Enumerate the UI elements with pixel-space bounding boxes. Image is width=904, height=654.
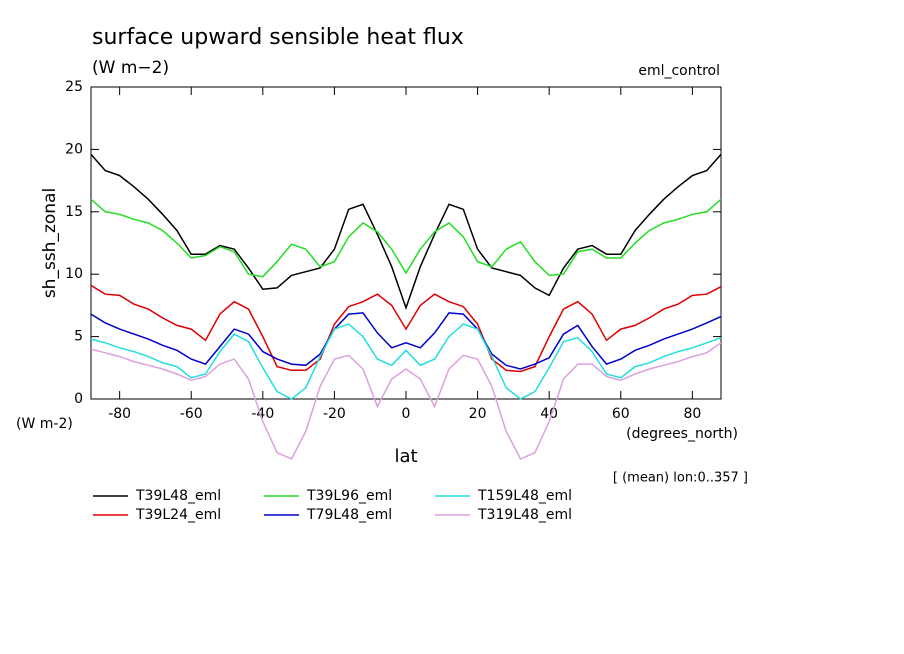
chart-subtitle: (W m−2) <box>92 58 169 78</box>
series-line <box>90 342 722 460</box>
legend-label: T79L48_eml <box>306 507 392 523</box>
series-line <box>90 198 722 278</box>
legend-label: T39L24_eml <box>135 507 221 523</box>
x-tick-label: 80 <box>683 406 701 422</box>
note: [ (mean) lon:0..357 ] <box>613 471 748 486</box>
x-tick-label: 0 <box>402 406 411 422</box>
x-units: (degrees_north) <box>626 426 738 442</box>
dataset-label: eml_control <box>638 63 720 79</box>
series-line <box>90 312 722 370</box>
y-units: (W m-2) <box>16 416 73 432</box>
legend-label: T319L48_eml <box>477 507 572 523</box>
series-line <box>90 284 722 373</box>
x-tick-label: -20 <box>323 406 346 422</box>
y-tick-label: 25 <box>65 79 83 95</box>
legend-label: T39L96_eml <box>306 488 392 504</box>
chart-title: surface upward sensible heat flux <box>92 25 464 50</box>
y-axis-label: sh_ssh_zonal <box>40 188 60 298</box>
plot-frame <box>90 86 722 400</box>
series-line <box>90 153 722 311</box>
y-tick-label: 15 <box>65 204 83 220</box>
legend-label: T39L48_eml <box>135 488 221 504</box>
x-tick-label: -40 <box>251 406 274 422</box>
y-tick-label: 10 <box>65 266 83 282</box>
x-axis-label: lat <box>394 446 417 467</box>
y-tick-label: 20 <box>65 141 83 157</box>
y-tick-label: 5 <box>74 329 83 345</box>
x-tick-label: -60 <box>180 406 203 422</box>
x-tick-label: 60 <box>612 406 630 422</box>
x-tick-label: 20 <box>469 406 487 422</box>
x-tick-label: -80 <box>108 406 131 422</box>
legend-label: T159L48_eml <box>477 488 572 504</box>
series-line <box>90 323 722 400</box>
y-tick-label: 0 <box>74 391 83 407</box>
